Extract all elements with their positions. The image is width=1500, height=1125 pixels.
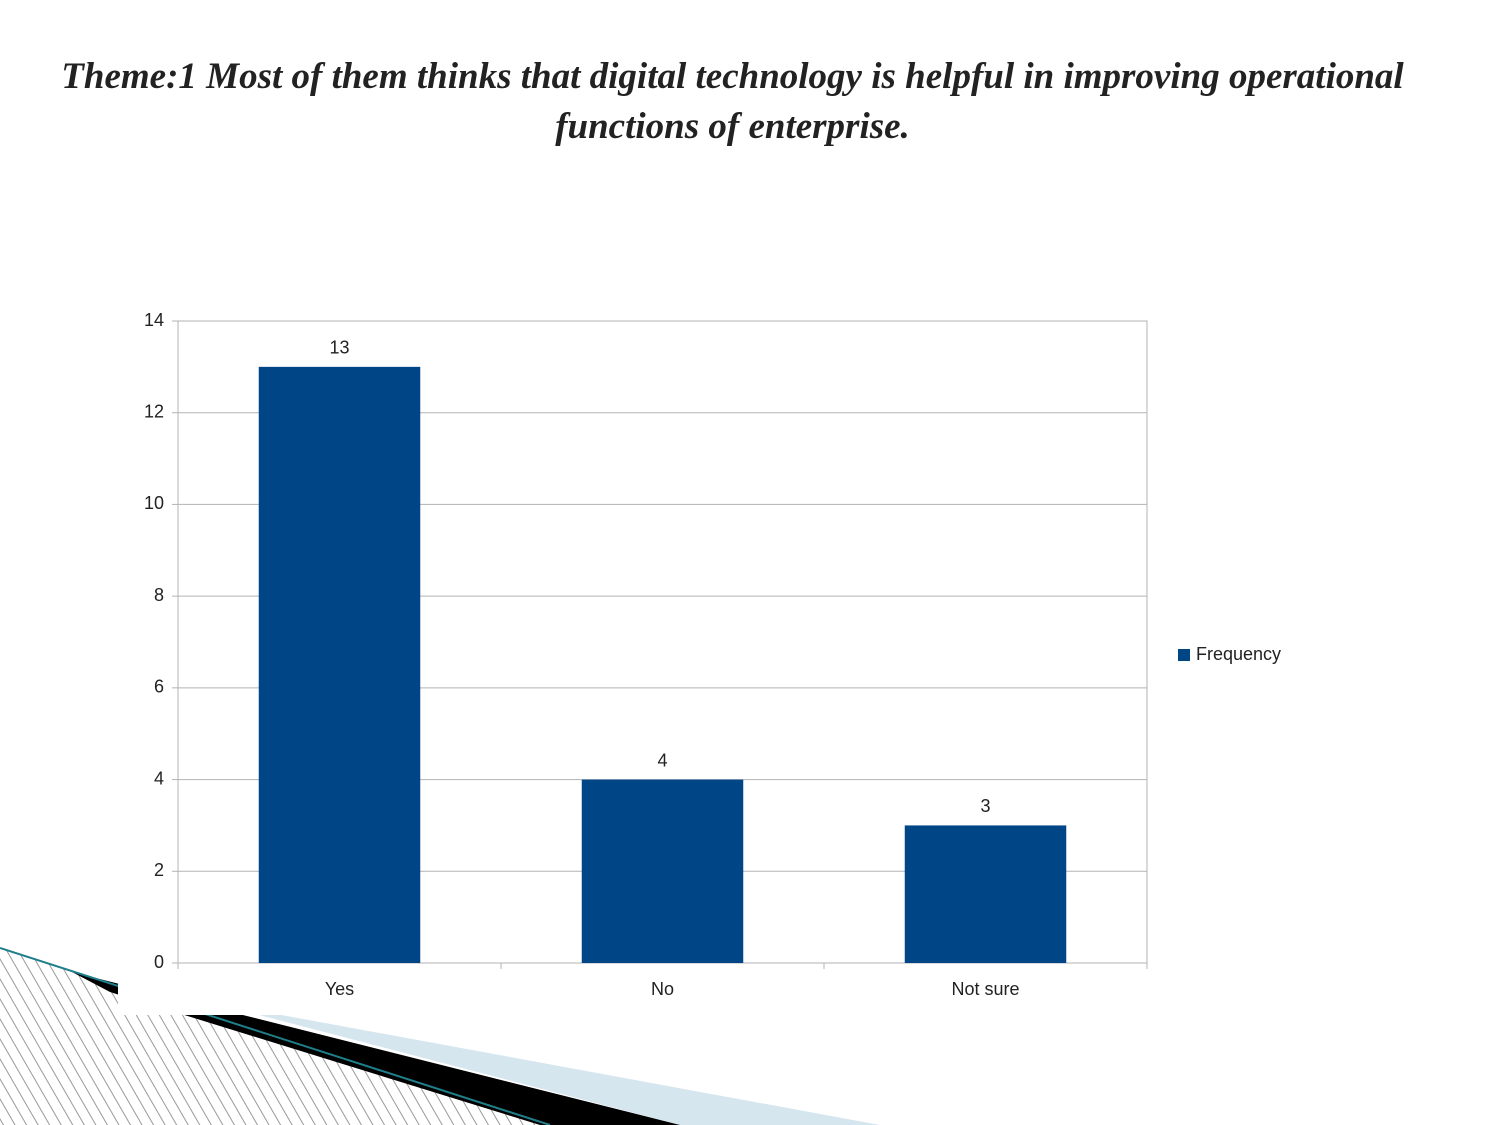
y-tick-label: 4 [154, 768, 164, 788]
y-tick-label: 8 [154, 585, 164, 605]
x-tick-label: Yes [325, 979, 354, 999]
y-tick-label: 2 [154, 860, 164, 880]
x-tick-label: Not sure [951, 979, 1019, 999]
legend-swatch [1178, 649, 1190, 661]
bar [258, 366, 421, 963]
y-tick-label: 0 [154, 952, 164, 972]
y-tick-label: 12 [144, 401, 164, 421]
teal-edge [0, 947, 551, 1125]
y-tick-label: 10 [144, 493, 164, 513]
y-tick-label: 14 [144, 310, 164, 330]
data-label: 13 [329, 338, 349, 358]
data-label: 4 [657, 750, 667, 770]
x-tick-label: No [651, 979, 674, 999]
blue-decoration [200, 1000, 880, 1125]
data-label: 3 [980, 796, 990, 816]
bar [904, 825, 1067, 963]
legend-label: Frequency [1196, 644, 1281, 664]
chart-title: Theme:1 Most of them thinks that digital… [61, 56, 1404, 147]
bar [581, 779, 744, 963]
y-tick-label: 6 [154, 677, 164, 697]
